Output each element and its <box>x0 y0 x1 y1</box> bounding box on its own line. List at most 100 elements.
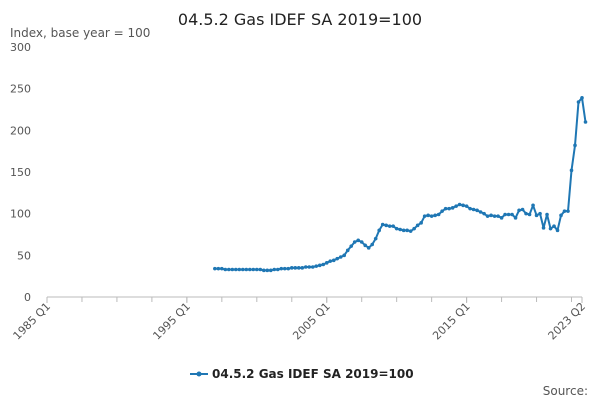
y-tick-label: 150 <box>10 166 31 179</box>
data-point <box>289 266 294 270</box>
data-point <box>293 266 298 270</box>
data-point <box>363 243 368 248</box>
data-point <box>230 267 235 272</box>
data-point <box>517 208 521 213</box>
data-point <box>380 222 385 227</box>
data-point <box>216 266 221 271</box>
data-point <box>300 266 305 270</box>
data-point <box>254 267 259 272</box>
x-tick-label: 1985 Q1 <box>11 300 54 343</box>
data-point <box>548 226 553 231</box>
data-point <box>576 100 581 104</box>
data-point <box>429 214 434 218</box>
data-point <box>384 223 388 228</box>
data-point <box>485 214 490 218</box>
data-point <box>415 223 420 228</box>
y-tick-label: 300 <box>10 41 31 54</box>
data-point <box>328 259 333 263</box>
data-point <box>555 228 560 233</box>
data-point <box>489 213 493 218</box>
data-point <box>527 212 532 217</box>
legend-series-label: 04.5.2 Gas IDEF SA 2019=100 <box>212 367 414 381</box>
y-tick-label: 200 <box>10 124 31 137</box>
x-tick-label: 2023 Q2 <box>546 300 589 343</box>
data-point <box>282 266 287 271</box>
data-point <box>391 224 395 228</box>
data-point <box>541 226 546 230</box>
data-point <box>338 255 343 259</box>
data-point <box>307 265 312 269</box>
data-point <box>317 263 322 268</box>
data-point <box>296 266 301 270</box>
data-point <box>475 208 479 213</box>
x-tick-label: 2015 Q1 <box>430 300 473 343</box>
data-point <box>454 204 458 208</box>
data-point <box>408 229 413 233</box>
data-point <box>419 221 423 225</box>
data-point <box>342 253 347 258</box>
data-point <box>394 226 399 231</box>
y-tick-label: 50 <box>17 249 31 262</box>
data-point <box>352 240 357 244</box>
data-point <box>562 209 567 213</box>
data-point <box>373 236 378 241</box>
data-point <box>213 266 217 271</box>
y-axis-unit-label: Index, base year = 100 <box>10 26 150 40</box>
data-point <box>422 214 427 218</box>
legend-series-marker <box>196 371 202 377</box>
data-point <box>573 143 577 148</box>
data-point <box>436 212 441 217</box>
data-point <box>566 209 570 213</box>
data-point <box>538 211 542 216</box>
data-point <box>468 206 472 211</box>
data-point <box>447 206 451 211</box>
y-tick-label: 100 <box>10 208 31 221</box>
data-point <box>223 267 228 272</box>
data-point <box>503 212 507 217</box>
y-tick-label: 250 <box>10 83 31 96</box>
data-point <box>248 267 252 272</box>
data-point <box>349 244 354 248</box>
y-tick-label: 0 <box>24 291 31 304</box>
data-point <box>345 248 350 253</box>
data-point <box>398 227 402 232</box>
data-point <box>227 267 231 272</box>
data-point <box>450 206 455 210</box>
data-point <box>275 267 280 272</box>
data-point <box>286 266 291 271</box>
data-point <box>401 228 406 233</box>
data-point <box>366 246 371 250</box>
data-point <box>324 261 329 265</box>
data-point <box>272 267 277 272</box>
data-point <box>303 265 308 269</box>
data-point <box>412 226 416 231</box>
data-point <box>478 210 483 214</box>
data-point <box>377 228 381 233</box>
data-point <box>251 267 256 272</box>
data-point <box>262 268 266 273</box>
data-point <box>461 203 465 208</box>
legend: 04.5.2 Gas IDEF SA 2019=100 <box>190 367 414 381</box>
data-point <box>356 238 361 243</box>
data-point <box>387 224 392 228</box>
data-point <box>321 262 326 267</box>
data-point <box>552 224 556 228</box>
data-point <box>559 213 563 218</box>
data-point <box>492 214 497 218</box>
data-point <box>496 214 500 218</box>
source-label: Source: <box>543 384 588 398</box>
data-point <box>499 216 504 220</box>
x-tick-label: 1995 Q1 <box>150 300 193 343</box>
data-point <box>370 242 375 247</box>
y-axis-ticks: 0 50 100 150 200 250 300 <box>10 41 31 304</box>
data-point <box>359 240 364 244</box>
data-point <box>237 267 242 272</box>
data-point <box>220 266 224 271</box>
data-point <box>443 206 448 211</box>
data-point <box>524 211 528 216</box>
data-point <box>569 168 574 173</box>
data-point <box>433 213 437 218</box>
data-point <box>335 256 340 261</box>
data-point <box>440 209 444 213</box>
